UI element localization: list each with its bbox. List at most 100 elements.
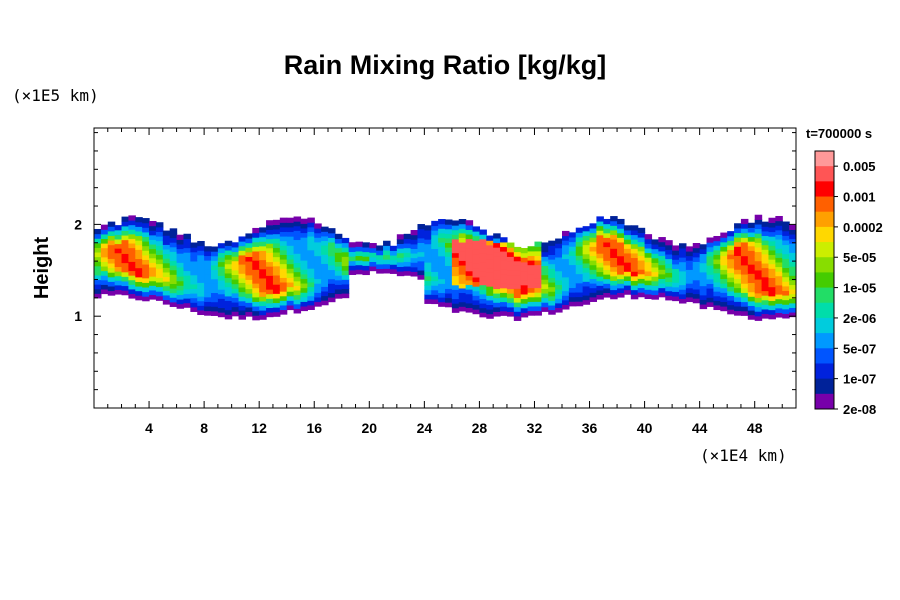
field-cell	[630, 275, 639, 281]
field-cell	[135, 235, 143, 241]
field-cell	[266, 289, 274, 295]
field-cell	[610, 294, 618, 300]
field-cell	[610, 225, 618, 231]
field-cell	[603, 232, 611, 238]
field-cell	[658, 269, 666, 275]
field-cell	[307, 291, 315, 297]
field-cell	[506, 306, 515, 313]
field-cell	[155, 277, 164, 283]
field-cell	[245, 283, 253, 290]
field-cell	[472, 240, 481, 246]
field-cell	[789, 302, 796, 308]
field-cell	[637, 282, 646, 289]
field-cell	[699, 253, 708, 259]
field-cell	[272, 307, 281, 313]
field-cell	[623, 289, 632, 295]
field-cell	[355, 250, 364, 257]
field-cell	[197, 240, 205, 247]
field-cell	[472, 295, 481, 301]
field-cell	[410, 252, 419, 259]
field-cell	[775, 280, 783, 286]
field-cell	[431, 262, 439, 268]
field-cell	[568, 255, 577, 261]
cloud-field	[94, 214, 796, 321]
field-cell	[458, 255, 467, 261]
field-cell	[107, 290, 116, 296]
field-cell	[637, 255, 646, 261]
field-cell	[272, 270, 281, 276]
field-cell	[527, 287, 536, 293]
field-cell	[341, 251, 350, 257]
field-cell	[259, 282, 267, 288]
field-cell	[665, 244, 673, 250]
field-cell	[279, 263, 288, 269]
field-cell	[630, 294, 639, 300]
field-cell	[445, 302, 453, 308]
field-cell	[665, 267, 673, 273]
field-cell	[183, 242, 191, 249]
field-cell	[782, 253, 790, 259]
field-cell	[713, 263, 721, 269]
field-cell	[162, 290, 171, 296]
field-cell	[135, 276, 143, 282]
field-cell	[458, 264, 467, 271]
field-cell	[286, 231, 295, 237]
field-cell	[789, 293, 796, 299]
field-cell	[314, 241, 322, 247]
field-cell	[183, 293, 191, 299]
field-cell	[204, 296, 212, 302]
field-cell	[568, 241, 577, 247]
field-cell	[589, 292, 598, 298]
field-cell	[279, 291, 288, 297]
field-cell	[610, 229, 618, 236]
field-cell	[259, 241, 267, 247]
field-cell	[107, 239, 116, 246]
field-cell	[334, 288, 343, 295]
field-cell	[142, 268, 150, 274]
field-cell	[610, 243, 618, 249]
field-cell	[224, 305, 233, 311]
field-cell	[183, 261, 191, 267]
field-cell	[747, 291, 756, 297]
y-tick-label: 1	[74, 308, 82, 324]
field-cell	[658, 241, 666, 247]
field-cell	[644, 275, 653, 281]
field-cell	[520, 284, 529, 290]
field-cell	[747, 305, 756, 311]
field-cell	[128, 229, 136, 235]
field-cell	[142, 218, 150, 224]
field-cell	[534, 287, 542, 293]
field-cell	[431, 243, 439, 250]
field-cell	[300, 260, 308, 266]
field-cell	[238, 241, 247, 247]
field-cell	[224, 240, 233, 246]
field-cell	[445, 283, 453, 289]
field-cell	[217, 307, 226, 313]
field-cell	[121, 244, 130, 250]
field-cell	[403, 247, 412, 253]
field-cell	[224, 291, 233, 297]
field-cell	[465, 261, 474, 267]
field-cell	[789, 298, 796, 304]
field-cell	[252, 287, 260, 293]
field-cell	[596, 216, 604, 222]
field-cell	[465, 270, 474, 276]
colorbar-swatch	[815, 257, 834, 273]
field-cell	[520, 293, 529, 300]
field-cell	[672, 277, 680, 283]
field-cell	[445, 224, 453, 230]
field-cell	[238, 300, 247, 306]
field-cell	[245, 260, 253, 267]
field-cell	[438, 219, 446, 225]
field-cell	[231, 288, 240, 294]
field-cell	[754, 223, 763, 230]
field-cell	[493, 260, 501, 267]
field-cell	[128, 293, 136, 299]
field-cell	[238, 245, 247, 251]
field-cell	[541, 251, 549, 257]
field-cell	[114, 238, 123, 245]
time-label: t=700000 s	[806, 126, 872, 141]
field-cell	[562, 244, 570, 250]
field-cell	[100, 279, 109, 285]
field-cell	[328, 283, 336, 289]
